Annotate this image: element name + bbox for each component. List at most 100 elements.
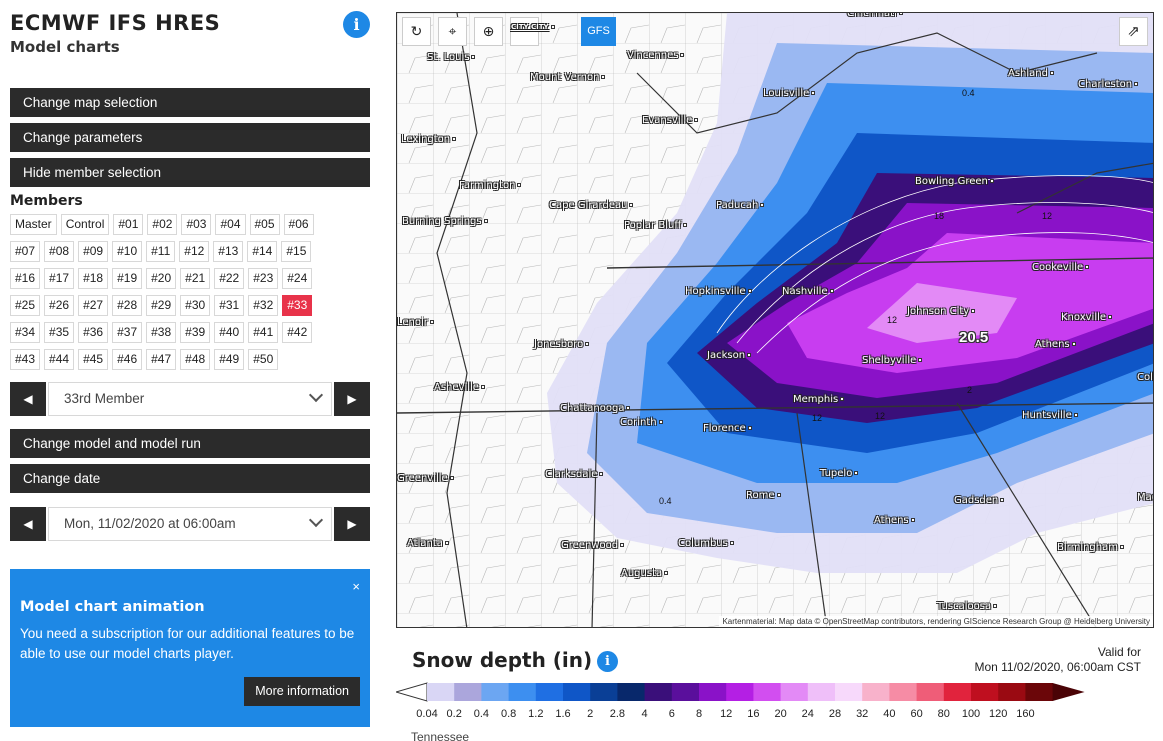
member-button[interactable]: #31	[214, 295, 245, 316]
next-date-button[interactable]: ▶	[334, 507, 370, 541]
member-button[interactable]: #03	[181, 214, 212, 235]
member-button[interactable]: #12	[179, 241, 210, 262]
previous-date-button[interactable]: ◀	[10, 507, 46, 541]
hide-member-selection-button[interactable]: Hide member selection	[10, 158, 370, 187]
member-button[interactable]: #36	[78, 322, 109, 343]
member-dropdown[interactable]: 33rd Member	[48, 382, 332, 416]
member-button[interactable]: #04	[215, 214, 246, 235]
city-labels-toggle[interactable]: CITY CITY	[510, 17, 555, 46]
member-button[interactable]: #24	[282, 268, 313, 289]
date-dropdown-value: Mon, 11/02/2020 at 06:00am	[64, 516, 236, 531]
legend-tick-label: 120	[989, 708, 1008, 720]
member-button[interactable]: Control	[60, 214, 110, 235]
member-button[interactable]: #44	[44, 349, 75, 370]
member-button[interactable]: #11	[146, 241, 176, 262]
change-model-run-button[interactable]: Change model and model run	[10, 429, 370, 458]
city-label: Corinth	[620, 418, 663, 428]
member-button[interactable]: #17	[44, 268, 75, 289]
member-button[interactable]: #32	[248, 295, 279, 316]
member-button[interactable]: #49	[214, 349, 245, 370]
city-label: Ashland	[1008, 69, 1054, 79]
next-member-button[interactable]: ▶	[334, 382, 370, 416]
city-label: Cape Girardeau	[549, 201, 634, 211]
city-label: Mount Vernon	[530, 73, 606, 83]
member-button[interactable]: #05	[249, 214, 280, 235]
member-button[interactable]: #21	[180, 268, 211, 289]
member-button[interactable]: #13	[213, 241, 244, 262]
share-icon[interactable]: ⇗	[1119, 17, 1148, 46]
member-button[interactable]: #45	[78, 349, 109, 370]
member-button[interactable]: #08	[44, 241, 75, 262]
member-button[interactable]: #28	[112, 295, 143, 316]
member-button[interactable]: #33	[282, 295, 313, 316]
refresh-icon[interactable]: ↻	[402, 17, 431, 46]
city-marker-icon	[585, 342, 590, 346]
member-button[interactable]: Master	[10, 214, 57, 235]
member-button[interactable]: #26	[44, 295, 75, 316]
close-icon[interactable]: ×	[352, 579, 360, 594]
member-button[interactable]: #15	[281, 241, 312, 262]
legend-tick-label: 0.8	[500, 708, 517, 720]
city-marker-icon	[1134, 82, 1139, 86]
map-view[interactable]: ↻ ⌖ ⊕ CITY CITY GFS ⇗ Cincinnati St. Loui…	[396, 12, 1154, 628]
member-button[interactable]: #29	[146, 295, 177, 316]
member-button[interactable]: #19	[112, 268, 143, 289]
member-button[interactable]: #41	[248, 322, 279, 343]
info-icon[interactable]: i	[343, 11, 370, 38]
location-pin-icon[interactable]: ⌖	[438, 17, 467, 46]
member-button[interactable]: #07	[10, 241, 41, 262]
member-button[interactable]: #10	[112, 241, 143, 262]
contour-label: 12	[887, 315, 898, 325]
member-button[interactable]: #22	[214, 268, 245, 289]
member-button[interactable]: #40	[214, 322, 245, 343]
member-button[interactable]: #39	[180, 322, 211, 343]
contour-label: 0.4	[962, 88, 975, 98]
member-button[interactable]: #09	[78, 241, 109, 262]
member-button[interactable]: #18	[78, 268, 109, 289]
member-button[interactable]: #20	[146, 268, 177, 289]
member-button[interactable]: #48	[180, 349, 211, 370]
member-button[interactable]: #27	[78, 295, 109, 316]
member-button[interactable]: #34	[10, 322, 41, 343]
zoom-icon[interactable]: ⊕	[474, 17, 503, 46]
member-button[interactable]: #42	[282, 322, 313, 343]
city-label: Asheville	[434, 383, 485, 393]
date-dropdown[interactable]: Mon, 11/02/2020 at 06:00am	[48, 507, 332, 541]
member-button[interactable]: #25	[10, 295, 41, 316]
member-button[interactable]: #37	[112, 322, 143, 343]
previous-member-button[interactable]: ◀	[10, 382, 46, 416]
city-marker-icon	[747, 289, 752, 293]
member-button[interactable]: #46	[112, 349, 143, 370]
member-button[interactable]: #16	[10, 268, 41, 289]
city-marker-icon	[747, 353, 752, 357]
info-icon[interactable]: i	[597, 651, 618, 672]
gfs-button[interactable]: GFS	[581, 17, 616, 46]
city-marker-icon	[1071, 342, 1076, 346]
change-map-selection-button[interactable]: Change map selection	[10, 88, 370, 117]
city-marker-icon	[483, 219, 488, 223]
city-label: Memphis	[793, 395, 845, 405]
city-marker-icon	[760, 203, 765, 207]
member-button[interactable]: #02	[147, 214, 178, 235]
legend-tick-label: 24	[801, 708, 814, 720]
city-label: Hopkinsville	[685, 287, 752, 297]
city-label: Cookeville	[1032, 263, 1090, 273]
more-information-button[interactable]: More information	[244, 677, 360, 706]
city-label: Evansville	[642, 116, 699, 126]
member-button[interactable]: #30	[180, 295, 211, 316]
change-parameters-button[interactable]: Change parameters	[10, 123, 370, 152]
member-row: #07 #08 #09 #10 #11 #12 #13 #14 #15	[10, 241, 370, 268]
member-button[interactable]: #50	[248, 349, 279, 370]
member-button[interactable]: #43	[10, 349, 41, 370]
city-marker-icon	[452, 137, 457, 141]
member-button[interactable]: #23	[248, 268, 279, 289]
member-button[interactable]: #06	[283, 214, 314, 235]
member-button[interactable]: #35	[44, 322, 75, 343]
app-title: ECMWF IFS HRES	[10, 11, 221, 35]
member-button[interactable]: #38	[146, 322, 177, 343]
change-date-button[interactable]: Change date	[10, 464, 370, 493]
members-label: Members	[10, 193, 83, 209]
member-button[interactable]: #01	[113, 214, 144, 235]
member-button[interactable]: #14	[247, 241, 278, 262]
member-button[interactable]: #47	[146, 349, 177, 370]
